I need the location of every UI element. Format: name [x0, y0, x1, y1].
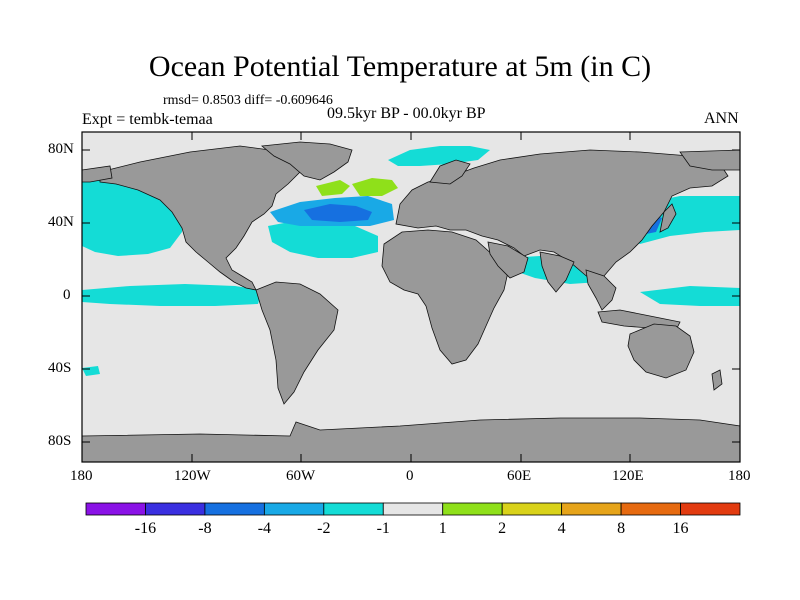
anomaly-patch-gulf-stream — [304, 204, 372, 222]
lon-label-120e: 120E — [612, 468, 644, 484]
lon-label-180-east: 180 — [728, 468, 751, 484]
lon-label-180-west: 180 — [70, 468, 93, 484]
anomaly-patch-labrador-warm — [316, 180, 350, 196]
colorbar-swatch-6 — [442, 502, 503, 516]
anomaly-patch-north-atlantic-subtropical — [268, 220, 378, 258]
colorbar-label: 8 — [617, 520, 626, 537]
colorbar-swatch-0 — [85, 502, 146, 516]
land-india — [539, 251, 575, 293]
lon-label-60w: 60W — [286, 468, 316, 484]
lon-label-0: 0 — [406, 468, 414, 484]
colorbar-label: -4 — [257, 520, 272, 537]
colorbar-label: -2 — [317, 520, 331, 537]
lat-label-40s: 40S — [48, 360, 72, 376]
colorbar-swatch-5 — [382, 502, 444, 516]
land-arabia — [487, 241, 529, 279]
land-arctic-east-siberia — [679, 149, 741, 171]
land-eurasia — [395, 149, 729, 285]
lon-label-60e: 60E — [507, 468, 532, 484]
colorbar-label: -1 — [376, 520, 390, 537]
colorbar-swatch-7 — [501, 502, 563, 516]
colorbar — [85, 502, 741, 516]
colorbar-label: 16 — [672, 520, 689, 537]
anomaly-patch-nordic-seas — [388, 146, 490, 166]
colorbar-swatch-8 — [561, 502, 622, 516]
colorbar-label: 1 — [438, 520, 447, 537]
colorbar-label: 4 — [557, 520, 566, 537]
land-new-zealand — [711, 369, 723, 391]
colorbar-swatch-1 — [145, 502, 206, 516]
land-scandinavia — [429, 159, 471, 185]
colorbar-label: -8 — [198, 520, 212, 537]
colorbar-swatch-10 — [680, 502, 741, 516]
colorbar-swatch-3 — [263, 502, 325, 516]
map-panel — [81, 131, 741, 463]
map-title: Ocean Potential Temperature at 5m (in C) — [148, 50, 652, 83]
season-label: ANN — [704, 110, 739, 127]
land-southeast-asia — [585, 269, 617, 311]
experiment-label: Expt = tembk-temaa — [82, 111, 213, 128]
colorbar-label: -16 — [134, 520, 157, 537]
colorbar-swatch-2 — [204, 502, 265, 516]
lon-label-120w: 120W — [174, 468, 211, 484]
colorbar-swatch-9 — [620, 502, 681, 516]
period-label: 09.5kyr BP - 00.0kyr BP — [327, 105, 486, 122]
lat-label-0: 0 — [63, 287, 71, 303]
lat-label-80n: 80N — [48, 141, 74, 157]
land-masses — [81, 141, 741, 463]
land-japan — [659, 203, 677, 233]
anomaly-patch-west-pacific-tropical — [640, 286, 740, 306]
colorbar-swatch-4 — [323, 502, 384, 516]
land-australia — [627, 323, 695, 379]
land-africa — [381, 229, 509, 365]
axis-ticks — [81, 132, 741, 462]
colorbar-label: 2 — [498, 520, 507, 537]
rmsd-diff-stats: rmsd= 0.8503 diff= -0.609646 — [163, 93, 333, 108]
lat-label-40n: 40N — [48, 214, 74, 230]
land-south-america — [255, 281, 339, 405]
lat-label-80s: 80S — [48, 433, 72, 449]
land-greenland — [261, 141, 353, 181]
anomaly-patch-iceland-warm — [352, 178, 398, 196]
anomaly-patch-tropical-pacific — [82, 284, 262, 306]
